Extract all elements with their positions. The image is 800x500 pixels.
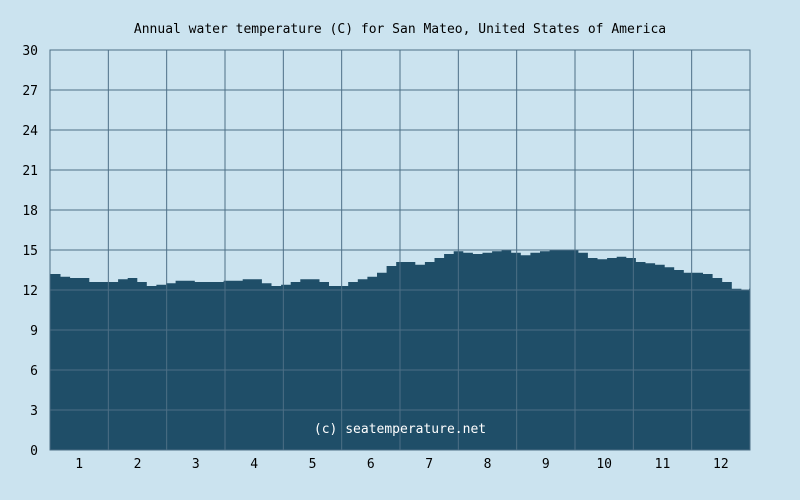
x-tick-label: 4 [250, 457, 258, 472]
x-tick-label: 8 [484, 457, 492, 472]
chart-title: Annual water temperature (C) for San Mat… [134, 22, 666, 37]
plot-frame [49, 49, 751, 451]
y-axis-ticks: 0 3 6 9 12 15 18 21 24 27 30 [22, 44, 38, 459]
x-axis-ticks: 1 2 3 4 5 6 7 8 9 10 11 12 [75, 457, 728, 472]
x-tick-label: 7 [425, 457, 433, 472]
x-tick-label: 3 [192, 457, 200, 472]
y-tick-label: 3 [30, 404, 38, 419]
x-tick-label: 5 [309, 457, 317, 472]
y-tick-label: 0 [30, 444, 38, 459]
x-tick-label: 6 [367, 457, 375, 472]
y-tick-label: 12 [22, 284, 38, 299]
x-tick-label: 1 [75, 457, 83, 472]
y-tick-label: 18 [22, 204, 38, 219]
watermark: (c) seatemperature.net [314, 422, 486, 437]
y-tick-label: 9 [30, 324, 38, 339]
y-tick-label: 27 [22, 84, 38, 99]
grid-layer [49, 49, 751, 451]
y-tick-label: 15 [22, 244, 38, 259]
y-tick-label: 24 [22, 124, 38, 139]
x-tick-label: 12 [713, 457, 729, 472]
y-tick-label: 30 [22, 44, 38, 59]
x-tick-label: 9 [542, 457, 550, 472]
x-tick-label: 2 [134, 457, 142, 472]
y-tick-label: 6 [30, 364, 38, 379]
y-tick-label: 21 [22, 164, 38, 179]
x-tick-label: 11 [655, 457, 671, 472]
x-tick-label: 10 [596, 457, 612, 472]
